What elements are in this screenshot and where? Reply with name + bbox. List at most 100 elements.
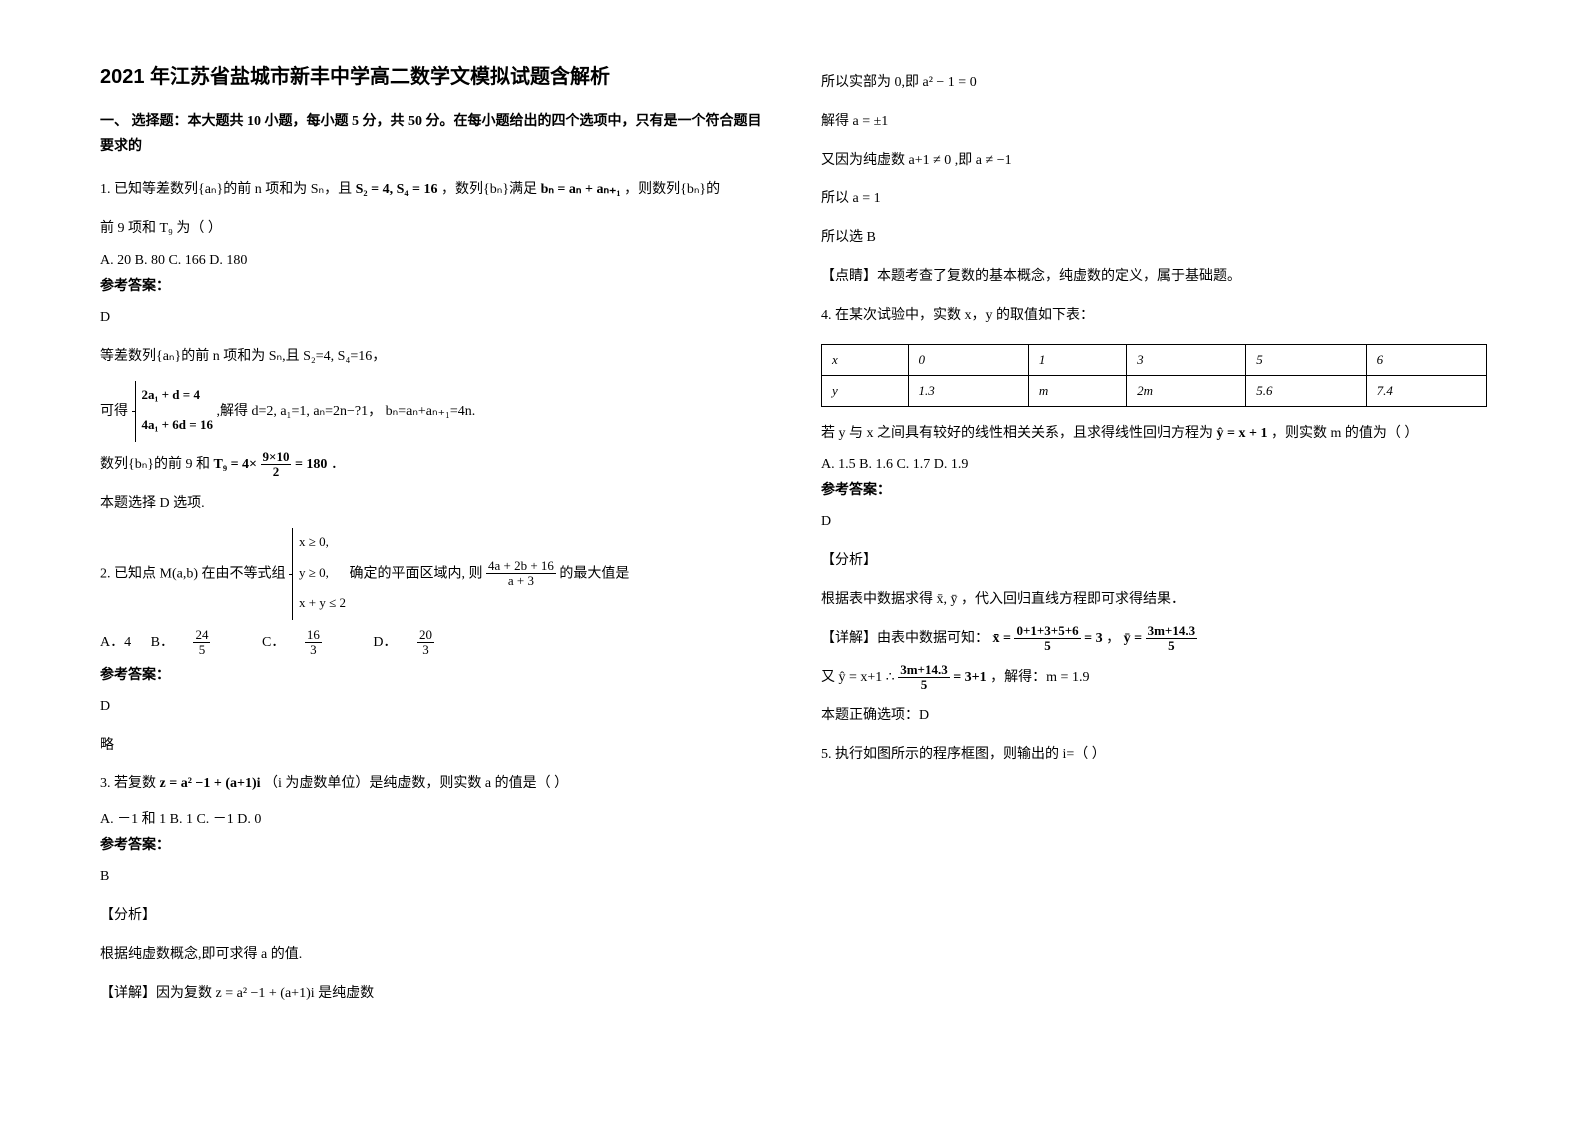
q4-xbar-eq: = 3	[1084, 631, 1102, 646]
q4-detail-line2: 又 ŷ = x+1 ∴ 3m+14.3 5 = 3+1 ，解得：m = 1.9	[821, 663, 1487, 694]
right-column: 所以实部为 0,即 a² − 1 = 0 解得 a = ±1 又因为纯虚数 a+…	[821, 60, 1487, 1062]
q4-xbar-frac: 0+1+3+5+6 5	[1014, 624, 1080, 654]
table-cell: 3	[1127, 344, 1246, 375]
q1-T9-den: 2	[261, 465, 292, 479]
q4-detail-line1: 【详解】由表中数据可知： x̄ = 0+1+3+5+6 5 = 3 ， ȳ = …	[821, 624, 1487, 655]
question-2-stem: 2. 已知点 M(a,b) 在由不等式组 x ≥ 0, y ≥ 0, x + y…	[100, 528, 766, 620]
q3-cont-2: 解得 a = ±1	[821, 107, 1487, 138]
q1-text-b: ，数列{bₙ}满足	[441, 182, 537, 197]
q1-solution-4: 本题选择 D 选项.	[100, 489, 766, 520]
q3-cont-1: 所以实部为 0,即 a² − 1 = 0	[821, 68, 1487, 99]
table-row: x 0 1 3 5 6	[822, 344, 1487, 375]
q3-answer-letter: B	[100, 862, 766, 893]
q3-detail: 【详解】因为复数 z = a² −1 + (a+1)i 是纯虚数	[100, 979, 766, 1010]
q4-xbar-a: x̄ =	[993, 631, 1011, 646]
q3-text-b: （i 为虚数单位）是纯虚数，则实数 a 的值是（ ）	[264, 776, 568, 791]
q4-yhat: ŷ = x + 1	[1217, 426, 1268, 441]
q3-cont-3: 又因为纯虚数 a+1 ≠ 0 ,即 a ≠ −1	[821, 146, 1487, 177]
q4-l2-a: 又 ŷ = x+1 ∴	[821, 670, 895, 685]
question-4-stem: 4. 在某次试验中，实数 x，y 的取值如下表：	[821, 301, 1487, 332]
q2-brace-system: x ≥ 0, y ≥ 0, x + y ≤ 2	[292, 528, 346, 620]
q2-opt-a: A．4	[100, 635, 131, 650]
q1-T9-num: 9×10	[261, 450, 292, 465]
q4-l2-num: 3m+14.3	[898, 663, 950, 678]
question-1-stem: 1. 已知等差数列{aₙ}的前 n 项和为 Sₙ，且 S₂ = 4, S₄ = …	[100, 175, 766, 206]
table-cell: 5.6	[1246, 375, 1366, 406]
q2-frac-den: a + 3	[486, 574, 556, 588]
document-title: 2021 年江苏省盐城市新丰中学高二数学文模拟试题含解析	[100, 60, 766, 89]
table-cell: 5	[1246, 344, 1366, 375]
q3-cont-4: 所以 a = 1	[821, 184, 1487, 215]
question-3-stem: 3. 若复数 z = a² −1 + (a+1)i （i 为虚数单位）是纯虚数，…	[100, 769, 766, 800]
table-cell: y	[822, 375, 909, 406]
q1-stem-line2: 前 9 项和 T₉ 为（ ）	[100, 214, 766, 245]
q4-solution-1: 根据表中数据求得 x̄, ȳ ，代入回归直线方程即可求得结果．	[821, 585, 1487, 616]
q1-period: ．	[331, 457, 345, 472]
q1-answer-letter: D	[100, 303, 766, 334]
table-cell: 0	[908, 344, 1028, 375]
q3-text-a: 3. 若复数	[100, 776, 156, 791]
q2-brace-2: y ≥ 0,	[299, 565, 329, 580]
q4-l2-frac: 3m+14.3 5	[898, 663, 950, 693]
q2-b-den: 5	[193, 643, 210, 657]
q1-solution-3: 数列{bₙ}的前 9 和 T₉ = 4× 9×10 2 = 180 ．	[100, 450, 766, 481]
q2-solution: 略	[100, 731, 766, 762]
q4-answer-letter: D	[821, 507, 1487, 538]
q4-solution-3: 本题正确选项：D	[821, 701, 1487, 732]
q3-answer-label: 参考答案：	[100, 834, 766, 854]
q2-brace-1: x ≥ 0,	[299, 534, 329, 549]
q2-main-fraction: 4a + 2b + 16 a + 3	[486, 559, 556, 589]
q2-answer-label: 参考答案：	[100, 664, 766, 684]
q2-opt-d: D． 203	[373, 635, 466, 650]
q3-formula: z = a² −1 + (a+1)i	[160, 776, 261, 791]
q2-opt-b-label: B．	[151, 635, 174, 650]
q1-solution-2: 可得 2a₁ + d = 4 4a₁ + 6d = 16 ,解得 d=2, a₁…	[100, 381, 766, 443]
q4-data-table: x 0 1 3 5 6 y 1.3 m 2m 5.6 7.4	[821, 344, 1487, 407]
question-5-stem: 5. 执行如图所示的程序框图，则输出的 i=（ ）	[821, 740, 1487, 771]
q2-options: A．4 B． 245 C． 163 D． 203	[100, 628, 766, 658]
q1-text-a: 1. 已知等差数列{aₙ}的前 n 项和为 Sₙ，且	[100, 182, 352, 197]
q4-stem-2: 若 y 与 x 之间具有较好的线性相关关系，且求得线性回归方程为 ŷ = x +…	[821, 419, 1487, 450]
q4-answer-label: 参考答案：	[821, 479, 1487, 499]
table-cell: 1	[1028, 344, 1126, 375]
q1-options: A. 20 B. 80 C. 166 D. 180	[100, 253, 766, 269]
q2-c-den: 3	[305, 643, 322, 657]
q4-ybar-frac: 3m+14.3 5	[1146, 624, 1198, 654]
q2-opt-d-frac: 203	[417, 628, 450, 658]
q3-cont-5: 所以选 B	[821, 223, 1487, 254]
q4-ybar-num: 3m+14.3	[1146, 624, 1198, 639]
q1-sol2-suffix: ,解得 d=2, a₁=1, aₙ=2n−?1， bₙ=aₙ+aₙ₊₁=4n.	[216, 404, 475, 419]
q4-l2-den: 5	[898, 678, 950, 692]
q2-text-b: 确定的平面区域内, 则	[349, 566, 482, 581]
section-1-heading: 一、 选择题：本大题共 10 小题，每小题 5 分，共 50 分。在每小题给出的…	[100, 109, 766, 159]
q2-d-num: 20	[417, 628, 434, 643]
q1-T9-fraction: 9×10 2	[261, 450, 292, 480]
table-cell: 6	[1366, 344, 1486, 375]
q2-opt-b: B． 245	[151, 635, 246, 650]
q4-analysis-label: 【分析】	[821, 546, 1487, 577]
q4-l2-eq: = 3+1	[953, 670, 986, 685]
q4-stem2-b: ，则实数 m 的值为（ ）	[1271, 426, 1418, 441]
table-cell: 1.3	[908, 375, 1028, 406]
q2-d-den: 3	[417, 643, 434, 657]
q2-b-num: 24	[193, 628, 210, 643]
q4-xj-label: 【详解】由表中数据可知：	[821, 631, 989, 646]
q4-xbar-num: 0+1+3+5+6	[1014, 624, 1080, 639]
q1-text-c: ，则数列{bₙ}的	[624, 182, 720, 197]
q2-brace-3: x + y ≤ 2	[299, 595, 346, 610]
q2-text-a: 2. 已知点 M(a,b) 在由不等式组	[100, 566, 286, 581]
q1-sol2-prefix: 可得	[100, 404, 128, 419]
q2-opt-d-label: D．	[373, 635, 397, 650]
q2-opt-c-frac: 163	[305, 628, 338, 658]
q1-sol3-prefix: 数列{bₙ}的前 9 和	[100, 457, 210, 472]
q4-options: A. 1.5 B. 1.6 C. 1.7 D. 1.9	[821, 457, 1487, 473]
q2-frac-num: 4a + 2b + 16	[486, 559, 556, 574]
table-row: y 1.3 m 2m 5.6 7.4	[822, 375, 1487, 406]
q4-ybar-den: 5	[1146, 639, 1198, 653]
table-cell: 2m	[1127, 375, 1246, 406]
q4-stem2-a: 若 y 与 x 之间具有较好的线性相关关系，且求得线性回归方程为	[821, 426, 1213, 441]
q1-T9-eq: T₉ = 4×	[214, 457, 258, 472]
q1-answer-label: 参考答案：	[100, 275, 766, 295]
q4-ybar-a: ȳ =	[1124, 631, 1142, 646]
q2-answer-letter: D	[100, 692, 766, 723]
